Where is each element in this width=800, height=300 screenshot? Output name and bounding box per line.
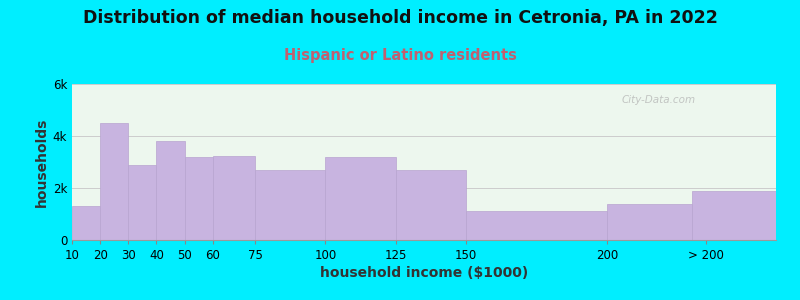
Bar [72,206,100,240]
Bar [128,165,157,240]
Text: Distribution of median household income in Cetronia, PA in 2022: Distribution of median household income … [82,9,718,27]
Bar [396,170,466,240]
Bar [100,123,128,240]
Bar [157,141,185,240]
Bar [466,212,607,240]
Bar [213,155,255,240]
Bar [255,170,326,240]
Text: City-Data.com: City-Data.com [621,95,695,105]
Bar [607,204,691,240]
Y-axis label: households: households [34,117,49,207]
Bar [691,190,776,240]
Bar [326,157,396,240]
Bar [185,157,213,240]
Text: Hispanic or Latino residents: Hispanic or Latino residents [283,48,517,63]
X-axis label: household income ($1000): household income ($1000) [320,266,528,280]
